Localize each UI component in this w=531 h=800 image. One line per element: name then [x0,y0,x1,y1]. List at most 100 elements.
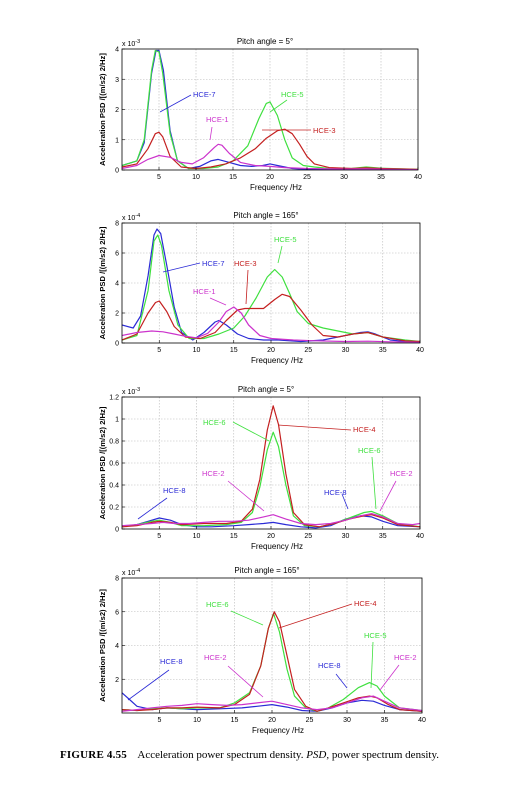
x-tick-label: 30 [342,347,350,354]
y-tick-label: 8 [115,221,119,228]
y-tick-label: 6 [115,609,119,616]
annotation-leader [159,94,192,113]
annotation-leader [245,269,249,305]
annotation-label: HCE-6 [203,418,226,427]
x-tick-label: 40 [418,717,426,724]
series-group [122,611,422,712]
annotation-leader [137,497,168,520]
x-tick-label: 15 [229,174,237,181]
y-tick-label: 2 [115,677,119,684]
chart-panel-2: 5 10 15 20 25 30 35 40 0 2 4 6 8x 10-4 Pitch angle = … [98,211,424,365]
x-tick-label: 5 [157,533,161,540]
annotation-label: HCE-2 [390,469,413,478]
chart-panel-4: 5 10 15 20 25 30 35 40 2 4 6 8x 10-4 Pitch angle = 1… [98,566,426,735]
x-tick-label: 15 [230,533,238,540]
series-group [122,405,420,529]
y-tick-label: 0 [115,527,119,534]
y-tick-label: 4 [115,643,119,650]
annotation-label: HCE-5 [364,631,387,640]
annotation-label: HCE-2 [394,653,417,662]
annotation-label: HCE-8 [318,661,341,670]
caption-text-2: power spectrum density. [331,749,439,761]
annotation-label: HCE-3 [313,126,336,135]
y-tick-label: 1.2 [109,395,119,402]
annotation-label: HCE-5 [281,90,304,99]
y-axis-label: Acceleration PSD /[(m/s2) 2/Hz] [98,226,107,339]
series-line-hce-4 [122,405,420,528]
x-tick-label: 10 [193,347,201,354]
y-tick-label: 2 [115,311,119,318]
annotation-label: HCE-2 [202,469,225,478]
annotation-leader [370,641,374,689]
annotation-leader [335,673,348,689]
annotation-leader [209,297,227,306]
annotation-leader [278,603,353,629]
x-tick-label: 15 [231,717,239,724]
figure-caption: FIGURE 4.55 Acceleration power spectrum … [60,749,520,761]
y-axis-label: Acceleration PSD /[(m/s2) 2/Hz] [98,53,107,166]
caption-label: FIGURE 4.55 [60,749,127,761]
x-tick-label: 30 [340,174,348,181]
x-tick-label: 35 [379,347,387,354]
y-tick-label: 2 [115,107,119,114]
annotation-label: HCE-4 [353,425,376,434]
y-axis-label: Acceleration PSD /[(m/s2) 2/Hz] [98,406,107,519]
series-line-hce-6 [122,612,422,712]
y-tick-label: 0.8 [109,439,119,446]
x-tick-label: 35 [379,533,387,540]
y-tick-label: 1 [115,137,119,144]
annotation-label: HCE-7 [202,259,225,268]
annotation-label: HCE-1 [206,115,229,124]
y-tick-label: 6 [115,251,119,258]
annotation-label: HCE-4 [354,599,377,608]
series-line-hce-3 [122,293,420,343]
x-tick-label: 10 [192,174,200,181]
chart-title: Pitch angle = 165° [233,211,298,220]
annotation-leader [379,480,397,512]
x-tick-label: 30 [343,717,351,724]
annotation-leader [341,493,349,510]
annotation-label: HCE-8 [160,657,183,666]
series-line-hce-1 [122,143,418,170]
y-tick-label: 0.6 [109,461,119,468]
x-tick-label: 30 [342,533,350,540]
y-tick-label: 0 [115,168,119,175]
series-line-hce-1 [122,306,420,343]
caption-abbrev: PSD, [306,749,330,761]
x-tick-label: 35 [381,717,389,724]
x-tick-label: 10 [193,533,201,540]
x-tick-label: 40 [414,174,422,181]
y-tick-label: 4 [115,47,119,54]
x-tick-label: 5 [157,347,161,354]
x-tick-label: 10 [193,717,201,724]
x-tick-label: 40 [416,347,424,354]
y-exponent-label: x 10-4 [122,568,140,577]
series-line-hce-7 [122,228,420,343]
y-axis-label: Acceleration PSD /[(m/s2) 2/Hz] [98,589,107,702]
annotation-leader [277,424,352,431]
y-tick-label: 1 [115,417,119,424]
x-tick-label: 20 [267,347,275,354]
y-tick-label: 0.2 [109,505,119,512]
x-tick-label: 40 [416,533,424,540]
annotation-leader [269,99,288,113]
y-tick-label: 0.4 [109,483,119,490]
annotation-label: HCE-1 [193,287,216,296]
x-tick-label: 15 [230,347,238,354]
y-exponent-label: x 10-3 [122,387,140,396]
annotation-leader [209,126,213,141]
x-tick-label: 25 [304,347,312,354]
x-axis-label: Frequency /Hz [251,356,303,365]
series-line-hce-3 [122,128,418,170]
annotation-label: HCE-6 [206,600,229,609]
x-tick-label: 5 [158,717,162,724]
y-exponent-label: x 10-4 [122,213,140,222]
annotation-leader [277,245,283,264]
y-tick-label: 3 [115,77,119,84]
annotation-leader [127,669,170,701]
chart-title: Pitch angle = 5° [237,37,293,46]
x-tick-label: 35 [377,174,385,181]
chart-panel-3: 5 10 15 20 25 30 35 40 0 0.2 0.4 0.6 0.8 1 1.2x 10-3 Pi… [98,385,424,551]
x-axis-label: Frequency /Hz [252,726,304,735]
